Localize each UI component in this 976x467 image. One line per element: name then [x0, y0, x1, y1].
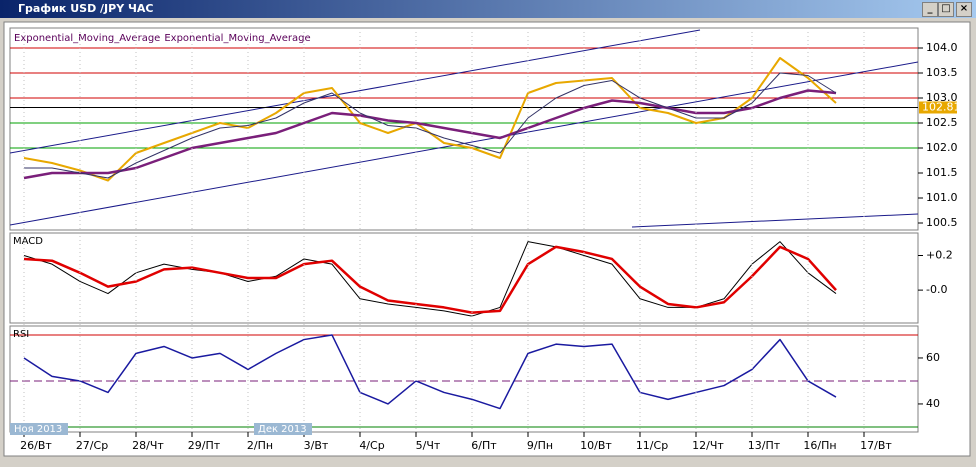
- legend: Exponential_Moving_Average Exponential_Mo…: [14, 33, 311, 44]
- period-box: [254, 423, 312, 435]
- maximize-button[interactable]: □: [938, 2, 954, 17]
- minimize-button[interactable]: _: [922, 2, 938, 17]
- x-tick-label: 5/Чт: [416, 439, 441, 452]
- panel-title: RSI: [13, 329, 29, 340]
- price-tag-label: 102.81: [922, 101, 961, 114]
- legend-entry: Exponential_Moving_Average: [164, 33, 310, 44]
- series-line: [23, 334, 837, 410]
- x-tick-label: 27/Ср: [76, 439, 108, 452]
- y-tick-label: 103.5: [926, 66, 958, 79]
- y-tick-label: 101.5: [926, 166, 958, 179]
- y-tick-label: 101.0: [926, 191, 958, 204]
- y-tick-label: 104.0: [926, 41, 958, 54]
- y-tick-label: +0.2: [926, 249, 953, 262]
- y-tick-label: -0.0: [926, 283, 947, 296]
- chart-background: [3, 21, 971, 457]
- y-tick-label: 100.5: [926, 216, 958, 229]
- period-label: Дек 2013: [258, 424, 307, 435]
- x-tick-label: 26/Вт: [20, 439, 52, 452]
- x-tick-label: 2/Пн: [247, 439, 273, 452]
- x-tick-label: 13/Пт: [748, 439, 781, 452]
- x-tick-label: 3/Вт: [304, 439, 329, 452]
- x-tick-label: 12/Чт: [692, 439, 724, 452]
- y-tick-label: 40: [926, 397, 940, 410]
- x-tick-label: 9/Пн: [527, 439, 553, 452]
- period-label: Ноя 2013: [14, 424, 62, 435]
- panel: [10, 29, 918, 228]
- y-tick-label: 102.5: [926, 116, 958, 129]
- y-tick-label: 60: [926, 351, 940, 364]
- x-tick-label: 10/Вт: [580, 439, 612, 452]
- title-bar: График USD /JPY ЧАС _ □ ×: [0, 0, 976, 18]
- panel-frame: [9, 325, 919, 433]
- trend-line: [631, 213, 918, 228]
- series-line: [23, 245, 837, 314]
- x-tick-label: 17/Вт: [860, 439, 892, 452]
- x-tick-label: 29/Пт: [188, 439, 221, 452]
- legend-entry: Exponential_Moving_Average: [14, 33, 160, 44]
- close-button[interactable]: ×: [956, 2, 972, 17]
- panel-frame: [9, 27, 919, 231]
- x-tick-label: 6/Пт: [471, 439, 497, 452]
- panel-frame: [9, 232, 919, 324]
- trend-line: [10, 29, 701, 154]
- period-box: [10, 423, 68, 435]
- price-tag: [919, 101, 957, 114]
- y-tick-label: 102.0: [926, 141, 958, 154]
- x-tick-label: 28/Чт: [132, 439, 164, 452]
- x-tick-label: 11/Ср: [636, 439, 668, 452]
- panel-title: MACD: [13, 236, 43, 247]
- series-line: [23, 89, 837, 180]
- chart-area: 104.0 103.5 103.0 102.5 102.0 101.5 101.0 100.5…: [3, 21, 971, 457]
- panel: [23, 241, 837, 317]
- panel: [10, 334, 918, 428]
- x-tick-label: 16/Пн: [803, 439, 836, 452]
- series-line: [24, 72, 837, 179]
- y-tick-label: 103.0: [926, 91, 958, 104]
- window-title: График USD /JPY ЧАС: [18, 2, 154, 15]
- x-tick-label: 4/Ср: [359, 439, 384, 452]
